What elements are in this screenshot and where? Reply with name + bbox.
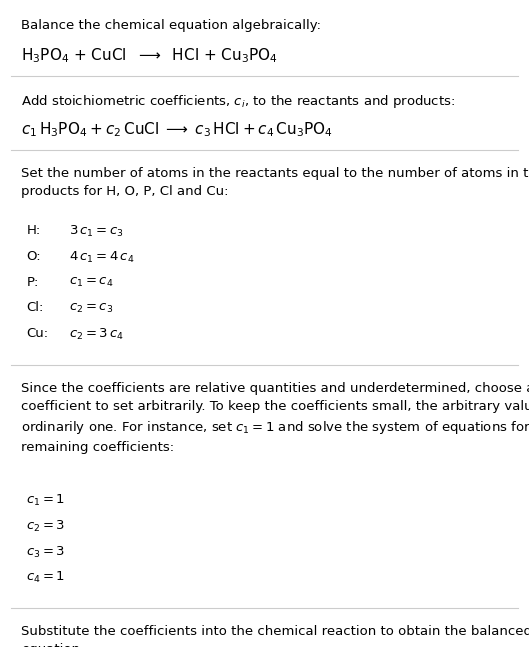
Text: Since the coefficients are relative quantities and underdetermined, choose a
coe: Since the coefficients are relative quan… <box>21 382 529 454</box>
Text: $c_2 = 3$: $c_2 = 3$ <box>26 519 66 534</box>
Text: Cl:: Cl: <box>26 302 44 314</box>
Text: $c_4 = 1$: $c_4 = 1$ <box>26 570 66 586</box>
Text: Add stoichiometric coefficients, $c_i$, to the reactants and products:: Add stoichiometric coefficients, $c_i$, … <box>21 93 455 111</box>
Text: $c_2 = c_3$: $c_2 = c_3$ <box>69 302 113 314</box>
Text: H:: H: <box>26 224 41 237</box>
Text: $c_2 = 3\,c_4$: $c_2 = 3\,c_4$ <box>69 327 124 342</box>
Text: Set the number of atoms in the reactants equal to the number of atoms in the
pro: Set the number of atoms in the reactants… <box>21 168 529 199</box>
Text: $4\,c_1 = 4\,c_4$: $4\,c_1 = 4\,c_4$ <box>69 250 134 265</box>
Text: O:: O: <box>26 250 41 263</box>
Text: Substitute the coefficients into the chemical reaction to obtain the balanced
eq: Substitute the coefficients into the che… <box>21 625 529 647</box>
Text: Balance the chemical equation algebraically:: Balance the chemical equation algebraica… <box>21 19 321 32</box>
Text: $c_1 = c_4$: $c_1 = c_4$ <box>69 276 113 289</box>
Text: $c_3 = 3$: $c_3 = 3$ <box>26 545 66 560</box>
Text: $\mathregular{H_3PO_4}$ $+$ CuCl $\;\longrightarrow\;$ HCl $+$ $\mathregular{Cu_: $\mathregular{H_3PO_4}$ $+$ CuCl $\;\lon… <box>21 47 278 65</box>
Text: Cu:: Cu: <box>26 327 49 340</box>
Text: $c_1 = 1$: $c_1 = 1$ <box>26 493 66 508</box>
Text: $3\,c_1 = c_3$: $3\,c_1 = c_3$ <box>69 224 124 239</box>
Text: P:: P: <box>26 276 39 289</box>
Text: $c_1\,\mathregular{H_3PO_4} + c_2\,\mathrm{CuCl} \;\longrightarrow\; c_3\,\mathr: $c_1\,\mathregular{H_3PO_4} + c_2\,\math… <box>21 120 333 139</box>
